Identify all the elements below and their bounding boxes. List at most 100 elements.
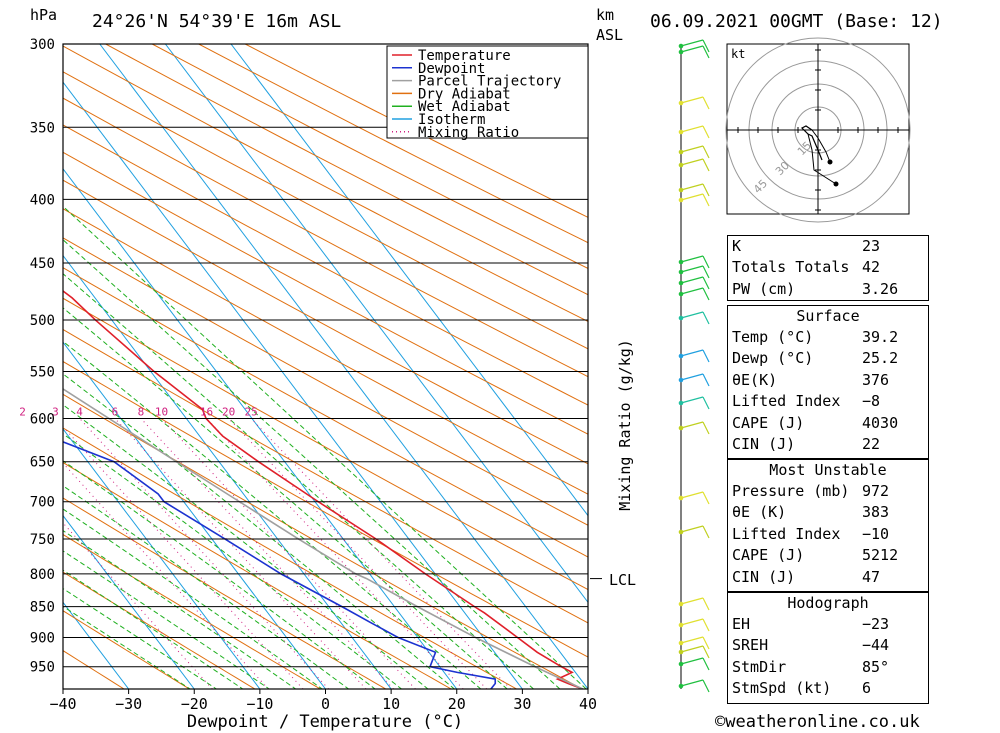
dry-adiabat-line	[63, 497, 387, 689]
index-row: θE(K) 376	[732, 370, 890, 389]
dry-adiabat-line	[63, 124, 588, 406]
pressure-tick-label: 450	[30, 256, 55, 272]
temperature-tick-label: 30	[513, 695, 531, 713]
isotherm-line	[63, 428, 261, 689]
wind-barb-flag	[702, 39, 710, 53]
most-unstable-title: Most Unstable	[769, 461, 887, 479]
pressure-unit-label: hPa	[30, 6, 57, 24]
wind-barb-staff	[680, 636, 704, 644]
wind-barb-staff	[680, 396, 704, 404]
wind-barb-flag	[702, 421, 710, 435]
legend-label: Dry Adiabat	[418, 86, 511, 102]
legend-label: Parcel Trajectory	[418, 74, 561, 90]
wind-barb-flag	[702, 618, 710, 632]
mixing-ratio-label: 2	[19, 405, 26, 418]
dry-adiabat-line	[63, 179, 588, 465]
pressure-tick-label: 700	[30, 495, 55, 511]
legend-label: Isotherm	[418, 112, 485, 128]
temperature-tick-label: −10	[246, 695, 273, 713]
wind-barb-flag	[702, 45, 710, 59]
index-row: CIN (J) 47	[732, 567, 881, 586]
hodograph-indices-box: Hodograph EH −23 SREH −44 StmDir 85° StmSpd…	[727, 592, 929, 704]
wet-adiabat-line	[63, 485, 350, 689]
wind-barb-staff	[680, 679, 704, 687]
wind-barb-flag	[702, 265, 710, 279]
index-row: StmDir 85°	[732, 657, 890, 676]
temperature-tick-label: 0	[321, 695, 330, 713]
wet-adiabat-line	[63, 587, 218, 689]
wind-barb-flag	[702, 125, 710, 139]
index-row: Dewp (°C) 25.2	[732, 349, 899, 368]
dry-adiabat-line	[63, 360, 588, 658]
location-label: 24°26'N 54°39'E 16m ASL	[92, 11, 341, 32]
wind-barb-flag	[702, 597, 710, 611]
dry-adiabat-line	[63, 571, 256, 689]
index-row: EH −23	[732, 615, 890, 633]
wet-adiabat-line	[63, 433, 403, 689]
wind-barb-flag	[702, 276, 710, 290]
mixing-ratio-line	[140, 418, 394, 689]
wind-barb-staff	[680, 618, 704, 626]
pressure-tick-label: 650	[30, 455, 55, 471]
index-row: Lifted Index −10	[732, 524, 890, 543]
isotherm-line	[63, 168, 458, 689]
pressure-tick-label: 550	[30, 364, 55, 380]
wind-barb-staff	[680, 597, 704, 605]
wind-barb-staff	[680, 145, 704, 153]
index-row: CIN (J) 22	[732, 434, 881, 453]
wind-barb-flag	[702, 96, 710, 110]
dry-adiabat-line	[63, 267, 588, 558]
isotherm-line	[99, 44, 588, 689]
mixing-ratio-label: 6	[112, 405, 119, 418]
index-row: PW (cm) 3.26	[732, 279, 899, 298]
dry-adiabat-line	[198, 44, 588, 244]
index-row: θE (K) 383	[732, 503, 890, 522]
surface-title: Surface	[796, 307, 860, 325]
wind-barb-flag	[702, 145, 710, 159]
wind-barb-flag	[702, 525, 710, 539]
wind-barb-flag	[702, 491, 710, 505]
isotherm-line	[63, 514, 195, 689]
wet-adiabat-line	[63, 273, 535, 689]
wind-barb-flag	[702, 158, 710, 172]
pressure-tick-label: 350	[30, 120, 55, 136]
wind-barb-flag	[702, 311, 710, 325]
mixing-ratio-line	[79, 418, 329, 689]
wind-barb-staff	[680, 421, 704, 429]
wind-barb-flag	[702, 657, 710, 671]
pressure-tick-label: 900	[30, 631, 55, 647]
legend-box	[386, 45, 589, 139]
wind-barb-staff	[680, 96, 704, 104]
wind-barb-staff	[680, 45, 704, 53]
dry-adiabat-line	[63, 151, 588, 435]
wind-barb-staff	[680, 276, 704, 284]
wind-barb-staff	[680, 125, 704, 133]
wet-adiabat-line	[63, 404, 429, 689]
wind-barb-staff	[680, 491, 704, 499]
wind-barb-flag	[702, 183, 710, 197]
wind-barb-flag	[702, 636, 710, 650]
wind-barb-flag	[702, 396, 710, 410]
wind-barb-staff	[680, 183, 704, 191]
datetime-label: 06.09.2021 00GMT (Base: 12)	[650, 11, 943, 32]
pressure-tick-label: 850	[30, 600, 55, 616]
isotherm-line	[63, 601, 130, 689]
index-row: Temp (°C) 39.2	[732, 328, 899, 346]
isotherm-line	[230, 44, 588, 517]
mixing-ratio-line	[206, 418, 464, 689]
hodograph-point	[827, 159, 833, 165]
wind-barb-staff	[680, 255, 704, 263]
wind-barb-flag	[702, 679, 710, 693]
profile-temperature	[63, 290, 584, 689]
wind-barb-staff	[680, 657, 704, 665]
pressure-tick-label: 300	[30, 37, 55, 53]
wind-barb-staff	[680, 287, 704, 295]
hodograph-point	[833, 181, 839, 187]
dry-adiabat-line	[63, 208, 588, 495]
mixing-ratio-label: 3	[52, 405, 59, 418]
wind-barb-flag	[702, 349, 710, 363]
general-indices-box: K 23 Totals Totals 42 PW (cm) 3.26	[727, 235, 929, 301]
mixing-ratio-label: 10	[155, 405, 168, 418]
dry-adiabat-line	[105, 44, 588, 296]
